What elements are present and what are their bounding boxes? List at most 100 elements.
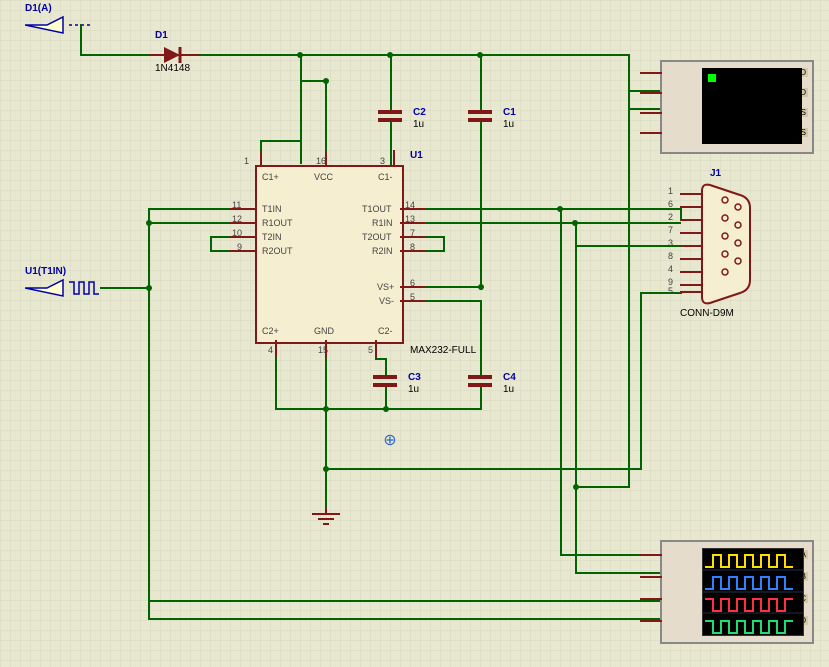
wire [640, 292, 642, 470]
u1-val: MAX232-FULL [410, 345, 476, 356]
origin-marker: ⊕ [383, 430, 396, 450]
c4-val: 1u [503, 384, 514, 395]
pin [325, 150, 327, 165]
wire [390, 100, 392, 110]
j1-pin: 2 [668, 212, 673, 222]
probe-u1t1in-label: U1(T1IN) [25, 266, 66, 277]
wire [425, 236, 445, 238]
j1-pin: 1 [668, 186, 673, 196]
scope-screen [702, 548, 804, 636]
pin [228, 222, 255, 224]
junction [573, 484, 579, 490]
wire [148, 600, 660, 602]
u1-ref: U1 [410, 150, 423, 161]
pin-name: C1+ [262, 172, 279, 182]
pin [400, 250, 427, 252]
pin-name: R2OUT [262, 246, 293, 256]
wire [210, 236, 212, 252]
wire [325, 468, 642, 470]
pin [640, 112, 662, 114]
wire [575, 486, 630, 488]
c2-val: 1u [413, 119, 424, 130]
c1-val: 1u [503, 119, 514, 130]
pin [275, 340, 277, 358]
c4-ref: C4 [503, 372, 516, 383]
wire [148, 600, 150, 620]
wire [260, 140, 302, 142]
c3-ref: C3 [408, 372, 421, 383]
wire [575, 245, 681, 247]
wire [390, 122, 392, 165]
wire [480, 387, 482, 410]
wire [275, 358, 277, 410]
pin [640, 620, 662, 622]
c2-ref: C2 [413, 107, 426, 118]
junction [323, 78, 329, 84]
junction [323, 406, 329, 412]
pin-name: T1OUT [362, 204, 392, 214]
wire [210, 236, 230, 238]
wire [480, 300, 482, 375]
j1-ref: J1 [710, 168, 721, 179]
wire [200, 54, 630, 56]
wire [148, 222, 150, 602]
pin [325, 340, 327, 358]
pin [640, 132, 662, 134]
probe-u1t1in[interactable]: U1(T1IN) [25, 278, 105, 298]
j1-pin: 5 [668, 286, 673, 296]
pin-name: T1IN [262, 204, 282, 214]
pin-name: R2IN [372, 246, 393, 256]
wire [80, 24, 82, 56]
wire [425, 300, 482, 302]
wire [480, 122, 482, 290]
wire [575, 222, 577, 247]
d1-ref: D1 [155, 30, 168, 41]
wire [148, 208, 230, 210]
wire [628, 108, 660, 110]
pin [400, 300, 427, 302]
wire [575, 222, 577, 574]
wire [100, 287, 148, 289]
wire [640, 292, 682, 294]
pin-num: 1 [244, 156, 249, 166]
wire [480, 54, 482, 104]
pin [400, 222, 427, 224]
pin-name: R1OUT [262, 218, 293, 228]
ground-symbol [310, 508, 342, 531]
wire [325, 358, 327, 508]
pin [640, 576, 662, 578]
connector-j1[interactable] [680, 180, 760, 313]
pin-name: VS- [379, 296, 394, 306]
junction [323, 466, 329, 472]
junction [383, 406, 389, 412]
virtual-terminal[interactable]: RXD TXD RTS CTS [660, 60, 814, 154]
pin-name: C2+ [262, 326, 279, 336]
j1-pin: 8 [668, 251, 673, 261]
j1-pin: 4 [668, 264, 673, 274]
junction [146, 220, 152, 226]
wire [275, 408, 482, 410]
pin [400, 236, 427, 238]
pin [400, 208, 427, 210]
pin-name: T2OUT [362, 232, 392, 242]
wire [560, 208, 680, 210]
wire [210, 250, 230, 252]
wire [390, 54, 392, 104]
cursor [708, 74, 716, 82]
pin-name: R1IN [372, 218, 393, 228]
pin [640, 598, 662, 600]
wire [425, 250, 445, 252]
wire [443, 236, 445, 252]
pin [640, 554, 662, 556]
pin-name: VCC [314, 172, 333, 182]
wire [80, 54, 150, 56]
wire [575, 572, 660, 574]
junction [478, 284, 484, 290]
wire [325, 80, 327, 152]
oscilloscope[interactable]: A B C D [660, 540, 814, 644]
wire [148, 222, 230, 224]
probe-d1a[interactable]: D1(A) [25, 15, 95, 35]
wire [300, 80, 302, 140]
pin-name: GND [314, 326, 334, 336]
wire [480, 100, 482, 110]
